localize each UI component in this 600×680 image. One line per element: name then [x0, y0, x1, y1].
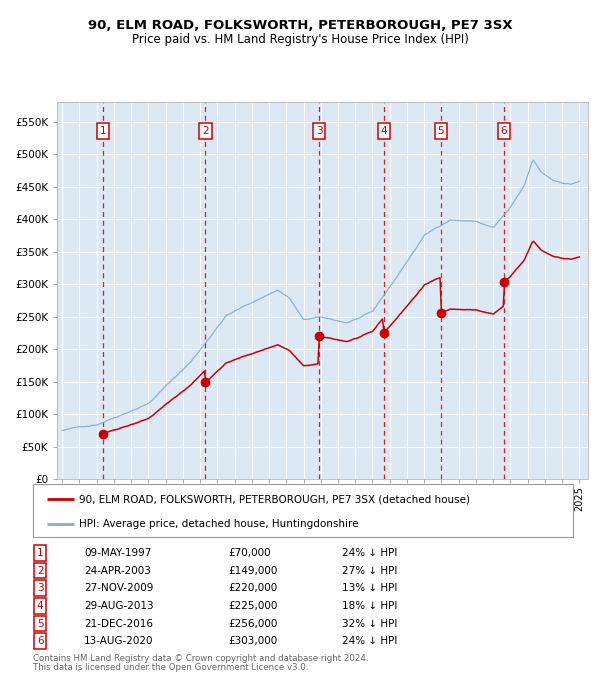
Text: 09-MAY-1997: 09-MAY-1997 — [84, 548, 151, 558]
Text: 13-AUG-2020: 13-AUG-2020 — [84, 636, 154, 646]
Text: 21-DEC-2016: 21-DEC-2016 — [84, 619, 153, 628]
Text: 24-APR-2003: 24-APR-2003 — [84, 566, 151, 575]
Text: 90, ELM ROAD, FOLKSWORTH, PETERBOROUGH, PE7 3SX: 90, ELM ROAD, FOLKSWORTH, PETERBOROUGH, … — [88, 19, 512, 33]
Text: 27% ↓ HPI: 27% ↓ HPI — [342, 566, 397, 575]
Text: 2: 2 — [37, 566, 44, 575]
Text: 24% ↓ HPI: 24% ↓ HPI — [342, 548, 397, 558]
Text: 13% ↓ HPI: 13% ↓ HPI — [342, 583, 397, 593]
Text: £303,000: £303,000 — [228, 636, 277, 646]
Text: 4: 4 — [37, 601, 44, 611]
Text: £70,000: £70,000 — [228, 548, 271, 558]
Text: £225,000: £225,000 — [228, 601, 277, 611]
Text: 90, ELM ROAD, FOLKSWORTH, PETERBOROUGH, PE7 3SX (detached house): 90, ELM ROAD, FOLKSWORTH, PETERBOROUGH, … — [79, 494, 470, 504]
Text: 3: 3 — [37, 583, 44, 593]
Text: £220,000: £220,000 — [228, 583, 277, 593]
Text: This data is licensed under the Open Government Licence v3.0.: This data is licensed under the Open Gov… — [33, 664, 308, 673]
Text: 2: 2 — [202, 126, 209, 135]
Text: 3: 3 — [316, 126, 322, 135]
Text: 6: 6 — [37, 636, 44, 646]
Text: Contains HM Land Registry data © Crown copyright and database right 2024.: Contains HM Land Registry data © Crown c… — [33, 654, 368, 663]
Text: 24% ↓ HPI: 24% ↓ HPI — [342, 636, 397, 646]
Text: £256,000: £256,000 — [228, 619, 277, 628]
Text: 29-AUG-2013: 29-AUG-2013 — [84, 601, 154, 611]
Text: 32% ↓ HPI: 32% ↓ HPI — [342, 619, 397, 628]
Text: 1: 1 — [37, 548, 44, 558]
Text: 6: 6 — [500, 126, 507, 135]
Text: Price paid vs. HM Land Registry's House Price Index (HPI): Price paid vs. HM Land Registry's House … — [131, 33, 469, 46]
Text: £149,000: £149,000 — [228, 566, 277, 575]
Text: HPI: Average price, detached house, Huntingdonshire: HPI: Average price, detached house, Hunt… — [79, 519, 358, 529]
Text: 5: 5 — [37, 619, 44, 628]
Text: 27-NOV-2009: 27-NOV-2009 — [84, 583, 154, 593]
Text: 5: 5 — [437, 126, 444, 135]
Text: 1: 1 — [100, 126, 106, 135]
Text: 18% ↓ HPI: 18% ↓ HPI — [342, 601, 397, 611]
Text: 4: 4 — [380, 126, 387, 135]
